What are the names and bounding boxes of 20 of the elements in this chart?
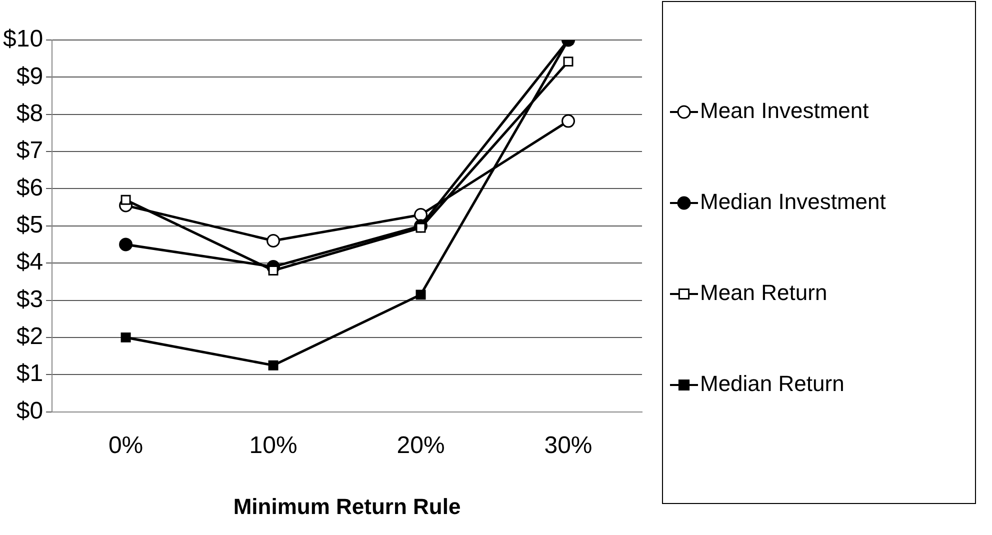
y-tick-label: $9 [16,62,44,90]
y-tick-label: $1 [16,360,44,388]
y-tick-label: $8 [16,100,44,127]
legend-label: Mean Return [700,280,828,306]
y-tick-label: $7 [16,137,44,164]
y-tick-label: $5 [16,212,44,239]
y-tick-label: $0 [16,397,44,424]
x-tick-label: 20% [396,432,445,459]
y-tick-label: $10 [2,26,44,53]
x-tick-label: 0% [108,432,144,459]
y-tick-label: $3 [16,286,44,313]
y-tick-label: $6 [16,174,44,202]
legend-label: Mean Investment [700,98,869,124]
legend-label: Median Return [700,371,844,396]
x-tick-label: 30% [544,432,592,459]
y-tick-label: $4 [16,248,44,276]
y-tick-label: $2 [16,323,44,350]
legend-label: Median Investment [700,189,886,214]
x-axis-title: Minimum Return Rule [233,494,461,519]
x-tick-label: 10% [249,432,298,459]
